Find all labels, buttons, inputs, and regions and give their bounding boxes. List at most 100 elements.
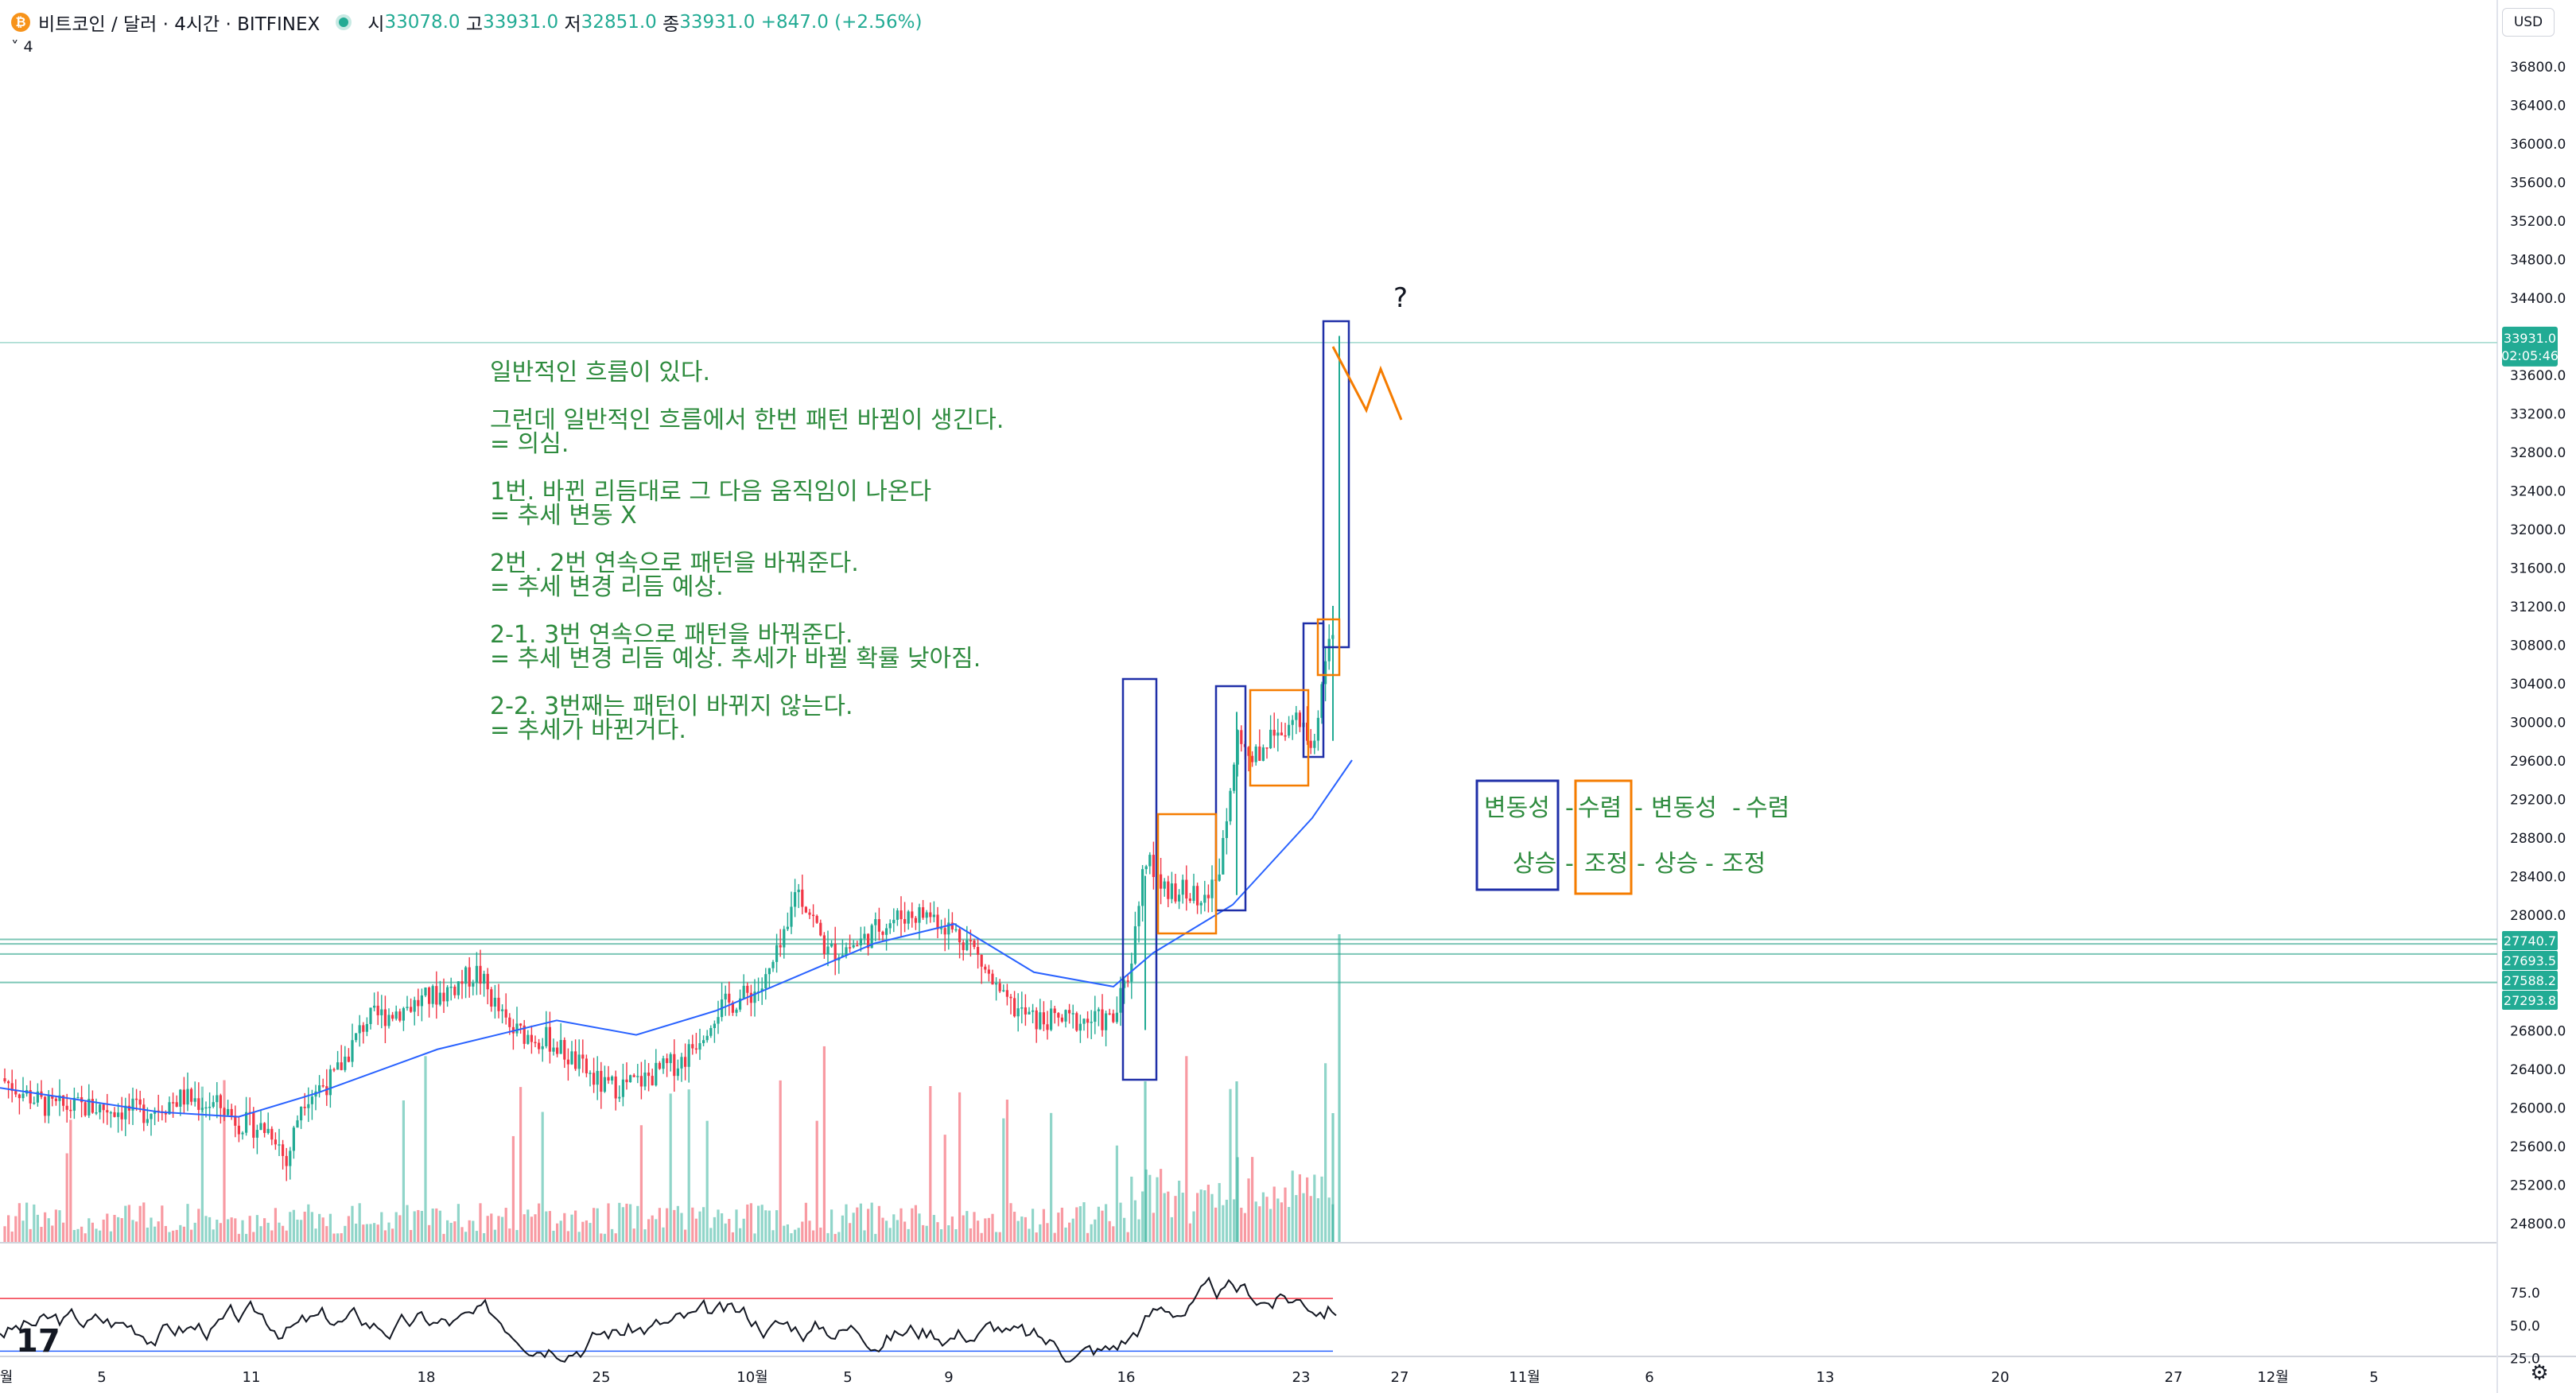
symbol-title[interactable]: 비트코인 / 달러 · 4시간 · BITFINEX	[38, 14, 321, 35]
candle-body	[1094, 1011, 1097, 1022]
candle-body	[318, 1085, 321, 1092]
candle-body	[230, 1108, 233, 1116]
candle-body	[563, 1040, 566, 1060]
volume-bar	[830, 1209, 833, 1242]
volume-bar	[362, 1224, 365, 1242]
volume-bar	[826, 1232, 830, 1242]
volume-bar	[223, 1080, 226, 1242]
time-axis-label: 10월	[736, 1369, 767, 1386]
candle-body	[307, 1104, 310, 1108]
candle-body	[106, 1110, 109, 1113]
volume-bar	[577, 1232, 581, 1242]
volume-bar	[332, 1233, 336, 1242]
volume-bar	[318, 1213, 321, 1242]
candle-body	[980, 954, 983, 967]
candle-body	[182, 1089, 185, 1105]
candle-body	[812, 914, 815, 917]
volume-bar	[150, 1217, 153, 1242]
candle-body	[877, 919, 880, 932]
volume-bar	[1203, 1190, 1206, 1242]
candle-body	[574, 1051, 577, 1069]
volume-bar	[179, 1224, 182, 1242]
volume-bar	[925, 1225, 928, 1242]
volume-bar	[947, 1225, 950, 1242]
volume-bar	[954, 1229, 958, 1242]
candle-body	[1133, 925, 1136, 964]
volume-bar	[420, 1210, 423, 1242]
change-value: +847.0 (+2.56%)	[760, 12, 923, 33]
legend-convergence-box	[1574, 779, 1633, 895]
volume-bar	[164, 1225, 167, 1242]
candle-body	[398, 1011, 402, 1021]
volume-bar	[124, 1205, 127, 1242]
candle-body	[801, 889, 804, 907]
volume-bar	[1235, 1081, 1238, 1242]
volume-bar	[1302, 1193, 1305, 1242]
rsi-axis-label: 75.0	[2510, 1286, 2540, 1302]
volume-bar	[1115, 1145, 1118, 1242]
candle-body	[728, 993, 731, 1003]
candle-body	[87, 1099, 91, 1116]
candle-body	[717, 1017, 720, 1024]
candle-body	[138, 1099, 142, 1105]
volume-bar	[709, 1228, 713, 1242]
volume-bar	[877, 1205, 880, 1242]
candle-body	[263, 1123, 266, 1133]
indicator-toggle[interactable]: ˅ 4	[11, 38, 33, 56]
candle-body	[833, 943, 837, 960]
volume-bar	[1316, 1198, 1319, 1242]
candle-body	[534, 1042, 537, 1044]
currency-button[interactable]: USD	[2502, 8, 2555, 37]
last-price-value: 33931.0	[2504, 331, 2556, 346]
volume-bar	[21, 1220, 25, 1242]
convergence-box	[1249, 689, 1310, 787]
volume-bar	[468, 1220, 471, 1242]
candle-body	[1112, 1013, 1115, 1022]
candle-body	[1108, 1013, 1111, 1015]
volume-bar	[680, 1213, 683, 1242]
candle-body	[1024, 1007, 1027, 1015]
volume-bar	[559, 1220, 562, 1242]
volume-bar	[969, 1228, 972, 1242]
time-axis-label: 27	[1391, 1369, 1409, 1386]
volume-bar	[519, 1087, 523, 1242]
volume-bar	[1214, 1207, 1218, 1242]
annotation-text: 일반적인 흐름이 있다. 그런데 일반적인 흐름에서 한번 패턴 바뀜이 생긴다.…	[490, 361, 1004, 743]
volume-bar	[1178, 1180, 1181, 1242]
volume-bar	[113, 1214, 116, 1242]
volume-bar	[310, 1212, 313, 1242]
volume-bar	[1028, 1228, 1031, 1242]
open-value: 33078.0	[384, 12, 460, 33]
volume-bar	[797, 1228, 800, 1242]
candle-body	[1028, 1011, 1031, 1015]
candle-body	[135, 1098, 138, 1100]
volume-bar	[735, 1209, 738, 1242]
volume-bar	[17, 1203, 21, 1242]
candle-body	[84, 1102, 87, 1116]
candle-body	[113, 1112, 116, 1117]
candle-body	[636, 1076, 639, 1077]
volume-bar	[859, 1203, 862, 1242]
candle-body	[1060, 1017, 1063, 1022]
volume-bar	[808, 1220, 811, 1242]
volume-bar	[1291, 1170, 1294, 1242]
annotation-line: 1번. 바뀐 리듬대로 그 다음 움직임이 나온다	[490, 478, 932, 506]
volume-bar	[1276, 1198, 1280, 1242]
volume-bar	[845, 1204, 848, 1242]
volume-bar	[607, 1203, 610, 1242]
volume-bar	[1225, 1199, 1228, 1242]
convergence-box	[1316, 618, 1341, 677]
annotation-line	[490, 528, 1004, 552]
volume-bar	[62, 1222, 65, 1242]
volume-bar	[1254, 1201, 1257, 1242]
volume-bar	[556, 1223, 559, 1242]
candle-body	[662, 1058, 665, 1069]
volume-bar	[413, 1211, 416, 1242]
settings-gear-icon[interactable]: ⚙	[2530, 1361, 2549, 1385]
level-price-value: 27693.5	[2504, 953, 2556, 968]
candle-body	[713, 1023, 716, 1029]
candle-body	[274, 1139, 277, 1145]
candle-body	[1178, 894, 1181, 902]
volume-bar	[1185, 1056, 1188, 1242]
